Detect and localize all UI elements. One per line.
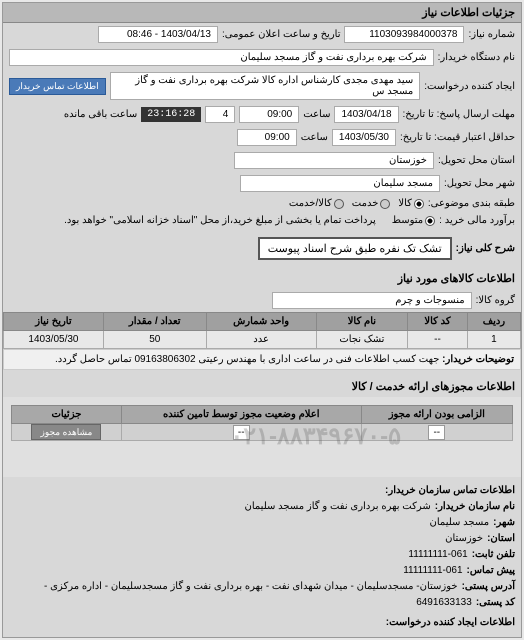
- licenses-header: اطلاعات مجوزهای ارائه خدمت / کالا: [3, 376, 521, 397]
- validity-time: 09:00: [237, 129, 297, 146]
- lic-col-details: جزئیات: [12, 406, 122, 424]
- cell-date: 1403/05/30: [4, 331, 104, 349]
- req-no-label: شماره نیاز:: [468, 29, 515, 40]
- col-code: کد کالا: [408, 313, 468, 331]
- fcity-label: شهر:: [493, 515, 515, 531]
- goods-table: ردیف کد کالا نام کالا واحد شمارش تعداد /…: [3, 312, 521, 349]
- footer-contact: اطلاعات تماس سازمان خریدار: نام سازمان خ…: [3, 477, 521, 637]
- validity-date: 1403/05/30: [332, 129, 396, 146]
- city-label: شهر محل تحویل:: [444, 178, 515, 189]
- province-label: استان محل تحویل:: [438, 155, 515, 166]
- fcity-value: مسجد سلیمان: [430, 515, 490, 531]
- cell-name: تشک نجات: [316, 331, 408, 349]
- lic-col-status: اعلام وضعیت مجوز توسط تامین کننده: [121, 406, 361, 424]
- lic-col-mandatory: الزامی بودن ارائه مجوز: [361, 406, 512, 424]
- view-license-button[interactable]: مشاهده مجوز: [31, 424, 101, 440]
- contact-buyer-button[interactable]: اطلاعات تماس خریدار: [9, 78, 106, 95]
- group-value: منسوجات و چرم: [272, 292, 472, 309]
- validity-time-label: ساعت: [301, 132, 328, 143]
- deadline-date: 1403/04/18: [334, 106, 398, 123]
- radio-khadmat[interactable]: خدمت: [352, 198, 391, 209]
- pricing-radio-group: کالا خدمت کالا/خدمت: [289, 198, 424, 209]
- buyer-note-value: جهت کسب اطلاعات فنی در ساعت اداری با مهن…: [55, 354, 439, 365]
- goods-header: اطلاعات کالاهای مورد نیاز: [3, 268, 521, 289]
- req-info-header: اطلاعات ایجاد کننده درخواست:: [9, 615, 515, 631]
- org-value: شرکت بهره برداری نفت و گاز مسجد سلیمان: [245, 499, 431, 515]
- remain-label: ساعت باقی مانده: [64, 109, 137, 120]
- footer-header: اطلاعات تماس سازمان خریدار:: [9, 483, 515, 499]
- col-qty: تعداد / مقدار: [103, 313, 206, 331]
- countdown-timer: 23:16:28: [141, 107, 201, 122]
- pricing-label: طبقه بندی موضوعی:: [428, 198, 515, 209]
- requester-label: ایجاد کننده درخواست:: [424, 81, 515, 92]
- radio-dot: [414, 199, 424, 209]
- licenses-section: ۰۲۱-۸۸۳۴۹۶۷۰-۵ الزامی بودن ارائه مجوز اع…: [3, 397, 521, 477]
- fax-value: 11111111-061: [403, 563, 462, 579]
- table-header-row: ردیف کد کالا نام کالا واحد شمارش تعداد /…: [4, 313, 521, 331]
- fprov-value: خوزستان: [445, 531, 483, 547]
- addr-value: خوزستان- مسجدسلیمان - میدان شهدای نفت - …: [44, 579, 458, 595]
- col-row: ردیف: [467, 313, 520, 331]
- cell-unit: عدد: [206, 331, 316, 349]
- org-label: نام سازمان خریدار:: [435, 499, 515, 515]
- table-row[interactable]: 1 -- تشک نجات عدد 50 1403/05/30: [4, 331, 521, 349]
- deadline-time: 09:00: [239, 106, 299, 123]
- deadline-label: مهلت ارسال پاسخ: تا تاریخ:: [403, 109, 515, 120]
- mandatory-select[interactable]: --: [428, 425, 445, 440]
- province-value: خوزستان: [234, 152, 434, 169]
- requester-value: سید مهدی مجدی کارشناس اداره کالا شرکت به…: [110, 72, 421, 100]
- group-label: گروه کالا:: [476, 295, 515, 306]
- radio-medium[interactable]: متوسط: [392, 215, 435, 226]
- fprov-label: استان:: [487, 531, 515, 547]
- addr-label: آدرس پستی:: [462, 579, 515, 595]
- estimate-note: پرداخت تمام یا بخشی از مبلغ خرید،از محل …: [64, 215, 376, 226]
- buyer-value: شرکت بهره برداری نفت و گاز مسجد سلیمان: [9, 49, 434, 66]
- post-value: 6491633133: [416, 595, 472, 611]
- validity-label: حداقل اعتبار قیمت: تا تاریخ:: [400, 132, 515, 143]
- radio-both[interactable]: کالا/خدمت: [289, 198, 344, 209]
- col-unit: واحد شمارش: [206, 313, 316, 331]
- cell-qty: 50: [103, 331, 206, 349]
- fax-label: پیش تماس:: [467, 563, 515, 579]
- radio-dot: [380, 199, 390, 209]
- desc-value: تشک تک نفره طبق شرح اسناد پیوست: [258, 237, 452, 260]
- col-name: نام کالا: [316, 313, 408, 331]
- col-date: تاریخ نیاز: [4, 313, 104, 331]
- cell-code: --: [408, 331, 468, 349]
- cell-row: 1: [467, 331, 520, 349]
- buyer-note-label: توضیحات خریدار:: [442, 354, 514, 365]
- radio-kala[interactable]: کالا: [398, 198, 424, 209]
- estimate-label: برآورد مالی خرید :: [439, 215, 515, 226]
- req-no-value: 1103093984000378: [344, 26, 464, 43]
- deadline-days: 4: [205, 106, 235, 123]
- radio-dot: [425, 216, 435, 226]
- radio-dot: [334, 199, 344, 209]
- buyer-label: نام دستگاه خریدار:: [438, 52, 515, 63]
- panel-title: جزئیات اطلاعات نیاز: [3, 3, 521, 23]
- post-label: کد پستی:: [476, 595, 515, 611]
- city-value: مسجد سلیمان: [240, 175, 440, 192]
- desc-label: شرح کلی نیاز:: [456, 243, 515, 254]
- announce-value: 1403/04/13 - 08:46: [98, 26, 218, 43]
- announce-label: تاریخ و ساعت اعلان عمومی:: [222, 29, 341, 40]
- watermark-text: ۰۲۱-۸۸۳۴۹۶۷۰-۵: [230, 422, 401, 451]
- tel-value: 11111111-061: [408, 547, 467, 563]
- deadline-time-label: ساعت: [303, 109, 330, 120]
- tel-label: تلفن ثابت:: [472, 547, 515, 563]
